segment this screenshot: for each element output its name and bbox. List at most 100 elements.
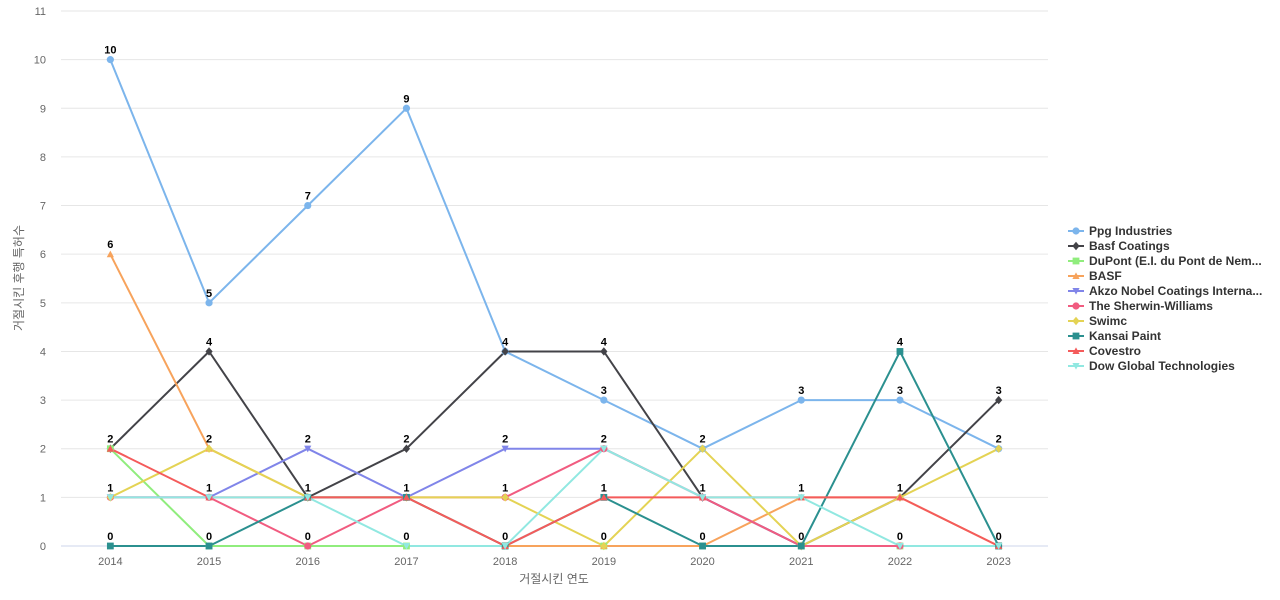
data-label: 1 xyxy=(502,482,508,494)
legend-item: Kansai Paint xyxy=(1068,329,1161,343)
series-6-point xyxy=(600,541,608,551)
y-tick-label: 0 xyxy=(40,541,46,553)
series-9-point xyxy=(698,494,707,501)
series-6-point xyxy=(698,444,707,453)
legend-item: Ppg Industries xyxy=(1068,224,1173,238)
series-9-point xyxy=(402,542,411,550)
data-label: 1 xyxy=(601,482,607,494)
data-label: 0 xyxy=(305,531,311,543)
legend-item: Dow Global Technologies xyxy=(1068,359,1235,373)
y-tick-label: 2 xyxy=(40,444,46,456)
series-8-point xyxy=(106,445,114,452)
y-axis-title: 거절시킨 후행 특허수 xyxy=(11,225,26,331)
series-1-point xyxy=(205,347,213,356)
x-tick-label: 2018 xyxy=(493,556,517,568)
data-label: 0 xyxy=(403,531,409,543)
x-axis-ticks: 2014 2015 2016 2017 2018 2019 2020 2021 2022 2023 xyxy=(98,556,1011,568)
series-1-point xyxy=(995,395,1003,405)
series-1-point xyxy=(402,444,411,453)
data-label: 4 xyxy=(206,336,213,348)
legend-label: DuPont (E.I. du Pont de Nem... xyxy=(1089,254,1262,268)
x-tick-label: 2016 xyxy=(296,556,320,568)
legend-label: Dow Global Technologies xyxy=(1089,359,1235,373)
data-label: 4 xyxy=(502,336,509,348)
data-label: 0 xyxy=(996,531,1002,543)
data-label: 1 xyxy=(107,482,113,494)
x-tick-label: 2017 xyxy=(394,556,418,568)
legend-marker xyxy=(1072,227,1080,235)
data-labels: 1062105421072109210421043210210310431032… xyxy=(104,45,1001,543)
y-tick-label: 7 xyxy=(40,201,46,213)
series-0-point xyxy=(304,201,312,210)
data-label: 1 xyxy=(305,482,311,494)
data-label: 2 xyxy=(996,434,1002,446)
series-markers xyxy=(106,56,1003,551)
data-label: 2 xyxy=(206,434,212,446)
legend-label: BASF xyxy=(1089,269,1122,283)
series-6-point xyxy=(501,493,509,502)
legend-label: Swimc xyxy=(1089,314,1127,328)
legend-label: The Sherwin-Williams xyxy=(1089,299,1213,313)
y-tick-label: 11 xyxy=(35,6,46,18)
y-tick-label: 4 xyxy=(40,346,46,358)
legend-label: Covestro xyxy=(1089,344,1141,358)
data-label: 1 xyxy=(403,482,409,494)
data-label: 0 xyxy=(897,531,903,543)
legend-label: Akzo Nobel Coatings Interna... xyxy=(1089,284,1262,298)
y-tick-label: 8 xyxy=(40,152,46,164)
data-label: 2 xyxy=(699,434,705,446)
data-label: 0 xyxy=(502,531,508,543)
data-label: 9 xyxy=(403,93,409,105)
data-label: 1 xyxy=(206,482,212,494)
y-tick-label: 1 xyxy=(40,492,46,504)
data-label: 1 xyxy=(699,482,705,494)
data-label: 2 xyxy=(502,434,508,446)
series-7-point xyxy=(106,542,114,550)
series-7-point xyxy=(699,542,706,550)
data-label: 6 xyxy=(107,239,113,251)
series-4-point xyxy=(304,445,312,453)
x-tick-label: 2019 xyxy=(592,556,616,568)
data-label: 1 xyxy=(798,482,804,494)
series-6-point xyxy=(995,444,1003,453)
legend-marker xyxy=(1072,302,1080,310)
series-7-point xyxy=(205,542,213,550)
data-label: 1 xyxy=(897,482,903,494)
series-1-point xyxy=(600,347,608,356)
series-0-point xyxy=(896,396,904,404)
data-label: 4 xyxy=(601,336,608,348)
legend-item: BASF xyxy=(1068,269,1122,283)
series-3-point xyxy=(106,250,114,258)
data-label: 10 xyxy=(104,45,116,57)
series-6-point xyxy=(205,444,213,453)
series-0-point xyxy=(106,56,114,64)
data-label: 0 xyxy=(601,531,607,543)
legend-marker xyxy=(1072,257,1080,265)
data-label: 0 xyxy=(206,531,212,543)
legend-marker xyxy=(1072,347,1080,355)
series-4-point xyxy=(501,445,509,453)
y-tick-label: 9 xyxy=(40,103,46,115)
data-label: 3 xyxy=(897,385,903,397)
legend-marker xyxy=(1072,272,1080,280)
legend-marker xyxy=(1072,362,1080,370)
x-tick-label: 2015 xyxy=(197,556,221,568)
series-9-point xyxy=(304,494,312,501)
legend-marker xyxy=(1072,287,1080,295)
series-7-point xyxy=(797,542,805,550)
data-label: 2 xyxy=(403,434,409,446)
y-tick-label: 6 xyxy=(40,249,46,261)
data-label: 0 xyxy=(107,531,113,543)
legend-item: Swimc xyxy=(1068,314,1127,328)
data-label: 2 xyxy=(107,434,113,446)
series-9-point xyxy=(797,494,805,501)
legend-item: Covestro xyxy=(1068,344,1141,358)
x-tick-label: 2022 xyxy=(888,556,912,568)
data-label: 3 xyxy=(798,385,804,397)
legend-label: Kansai Paint xyxy=(1089,329,1161,343)
legend-label: Ppg Industries xyxy=(1089,224,1173,238)
legend-marker xyxy=(1072,316,1080,326)
legend-item: The Sherwin-Williams xyxy=(1068,299,1213,313)
data-label: 2 xyxy=(601,434,607,446)
series-9-point xyxy=(106,494,114,501)
